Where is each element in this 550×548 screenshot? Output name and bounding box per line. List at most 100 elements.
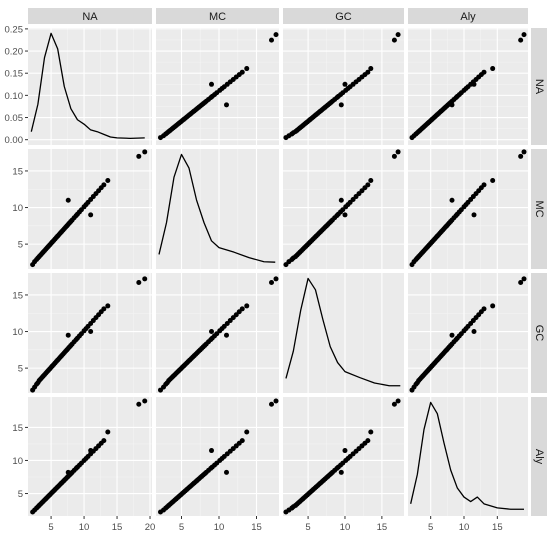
data-point: [471, 212, 477, 218]
data-point: [365, 182, 371, 188]
data-point: [239, 69, 245, 75]
y-tick-label: 15: [12, 290, 23, 301]
data-point: [136, 280, 142, 286]
x-tick-label: 5: [179, 522, 184, 533]
data-point: [368, 429, 374, 435]
strip-label-right-Aly: Aly: [533, 449, 545, 465]
data-point: [105, 303, 111, 309]
y-tick-label: 10: [12, 203, 23, 214]
x-tick-label: 5: [428, 522, 433, 533]
data-point: [521, 276, 527, 282]
data-point: [518, 280, 524, 286]
data-point: [244, 429, 250, 435]
data-point: [481, 182, 487, 188]
density-curve-NA: [30, 32, 145, 139]
data-point: [518, 37, 524, 43]
strip-label-right-MC: MC: [533, 200, 545, 217]
data-point: [490, 177, 496, 183]
y-tick-label: 5: [18, 364, 23, 375]
data-point: [269, 280, 274, 286]
data-point: [101, 438, 107, 444]
x-tick-label: 5: [305, 522, 310, 533]
data-point: [338, 197, 344, 203]
data-point: [365, 438, 371, 444]
data-point: [521, 32, 527, 38]
strip-right-MC: [531, 149, 547, 269]
data-point: [209, 81, 214, 87]
y-tick-label: 15: [12, 423, 23, 434]
data-point: [101, 182, 107, 188]
x-tick-label: 10: [79, 522, 90, 533]
y-tick-label: 10: [12, 327, 23, 338]
data-point: [269, 37, 274, 43]
data-point: [88, 448, 94, 454]
data-point: [105, 429, 111, 435]
data-point: [338, 469, 344, 475]
x-tick-label: 15: [492, 522, 503, 533]
data-point: [136, 153, 142, 159]
data-point: [209, 448, 214, 454]
data-point: [368, 66, 374, 72]
data-point: [273, 398, 279, 404]
data-point: [342, 81, 348, 87]
data-point: [65, 469, 71, 475]
density-curve-Aly: [410, 401, 524, 510]
data-point: [395, 398, 401, 404]
data-point: [88, 329, 94, 335]
y-tick-label: 5: [18, 489, 23, 500]
strip-top-Aly: [408, 8, 528, 24]
data-point: [518, 153, 524, 159]
data-point: [342, 212, 348, 218]
data-point: [481, 306, 487, 312]
data-point: [239, 438, 245, 444]
data-point: [273, 276, 279, 282]
strip-top-MC: [156, 8, 279, 24]
y-tick-label: 5: [18, 240, 23, 251]
strip-label-right-GC: GC: [533, 325, 545, 342]
panel-bg-GC-GC: [283, 273, 404, 393]
data-point: [391, 37, 397, 43]
strip-right-GC: [531, 273, 547, 393]
data-point: [244, 303, 250, 309]
strip-top-NA: [28, 8, 152, 24]
data-point: [224, 102, 229, 108]
data-point: [449, 102, 455, 108]
data-point: [142, 398, 148, 404]
data-point: [239, 306, 245, 312]
data-point: [449, 332, 455, 338]
data-point: [101, 306, 107, 312]
data-point: [65, 197, 71, 203]
data-point: [490, 66, 496, 72]
data-point: [481, 69, 487, 75]
strip-label-top-Aly: Aly: [460, 11, 476, 23]
x-tick-label: 10: [340, 522, 351, 533]
data-point: [269, 401, 274, 407]
y-tick-label: 0.20: [5, 47, 24, 58]
data-point: [395, 149, 401, 155]
x-tick-label: 10: [214, 522, 225, 533]
data-point: [391, 153, 397, 159]
density-curve-GC: [285, 277, 401, 387]
data-point: [244, 66, 250, 72]
data-point: [105, 177, 111, 183]
data-point: [136, 401, 142, 407]
data-point: [471, 81, 477, 87]
data-point: [142, 149, 148, 155]
data-point: [449, 197, 455, 203]
strip-label-top-GC: GC: [335, 11, 352, 23]
data-point: [224, 332, 229, 338]
x-tick-label: 5: [48, 522, 53, 533]
data-point: [142, 276, 148, 282]
strip-top-GC: [283, 8, 404, 24]
density-curve-MC: [158, 153, 276, 263]
y-tick-label: 15: [12, 166, 23, 177]
data-point: [342, 448, 348, 454]
panel-bg-Aly-Aly: [408, 397, 528, 516]
data-point: [391, 401, 397, 407]
y-tick-label: 10: [12, 456, 23, 467]
panel-bg-MC-MC: [156, 149, 279, 269]
strip-right-Aly: [531, 397, 547, 516]
strip-label-top-NA: NA: [82, 11, 98, 23]
